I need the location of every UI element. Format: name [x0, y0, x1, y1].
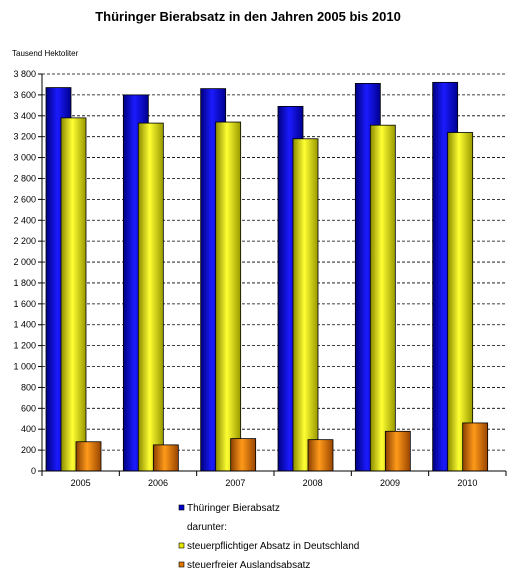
y-axis-ticks: 0 200 400 600 800 1 000 1 200 1 400 1 600 1 800 2 … [13, 69, 42, 476]
y-tick-label: 3 400 [13, 111, 36, 121]
bar-2-2008 [292, 138, 319, 472]
bar-3-2007 [230, 438, 257, 472]
y-tick-label: 1 600 [13, 299, 36, 309]
legend-swatch-3 [178, 561, 185, 568]
bar-series [45, 81, 489, 472]
x-tick-label: 2005 [71, 478, 91, 488]
y-tick-label: 1 000 [13, 362, 36, 372]
legend: Thüringer Bierabsatz darunter: steuerpflic… [178, 503, 359, 571]
legend-note: darunter: [187, 522, 227, 533]
x-tick-label: 2008 [303, 478, 323, 488]
legend-swatch-1 [178, 504, 185, 511]
y-tick-label: 1 400 [13, 320, 36, 330]
legend-label-3: steuerfreier Auslandsabsatz [187, 560, 310, 571]
x-tick-label: 2010 [457, 478, 477, 488]
y-tick-label: 3 600 [13, 90, 36, 100]
bar-2-2006 [137, 122, 164, 472]
bar-2-2010 [447, 132, 474, 472]
y-tick-label: 2 200 [13, 236, 36, 246]
x-tick-label: 2006 [148, 478, 168, 488]
bar-3-2006 [152, 444, 179, 472]
y-tick-label: 3 200 [13, 132, 36, 142]
bar-3-2010 [462, 422, 489, 472]
y-tick-label: 3 800 [13, 69, 36, 79]
y-tick-label: 200 [21, 445, 36, 455]
y-tick-label: 0 [31, 466, 36, 476]
x-axis-ticks: 2005 2006 2007 2008 2009 2010 [71, 471, 477, 488]
y-tick-label: 2 600 [13, 194, 36, 204]
chart-title: Thüringer Bierabsatz in den Jahren 2005 … [95, 9, 401, 24]
y-tick-label: 2 800 [13, 173, 36, 183]
y-tick-label: 2 000 [13, 257, 36, 267]
bar-2-2005 [60, 117, 87, 472]
y-tick-label: 2 400 [13, 215, 36, 225]
legend-label-1: Thüringer Bierabsatz [187, 503, 280, 514]
y-tick-label: 1 200 [13, 341, 36, 351]
legend-swatch-2 [178, 542, 185, 549]
bar-3-2009 [384, 430, 411, 472]
bar-3-2008 [307, 439, 334, 472]
y-tick-label: 3 000 [13, 153, 36, 163]
y-tick-label: 1 800 [13, 278, 36, 288]
y-tick-label: 600 [21, 403, 36, 413]
bar-3-2005 [75, 441, 102, 472]
bar-2-2007 [215, 121, 242, 472]
gridlines [42, 73, 506, 451]
bar-2-2009 [369, 124, 396, 472]
y-axis-unit-label: Tausend Hektoliter [12, 49, 79, 58]
y-tick-label: 400 [21, 424, 36, 434]
y-tick-label: 800 [21, 382, 36, 392]
x-tick-label: 2007 [225, 478, 245, 488]
x-tick-label: 2009 [380, 478, 400, 488]
legend-label-2: steuerpflichtiger Absatz in Deutschland [187, 541, 359, 552]
